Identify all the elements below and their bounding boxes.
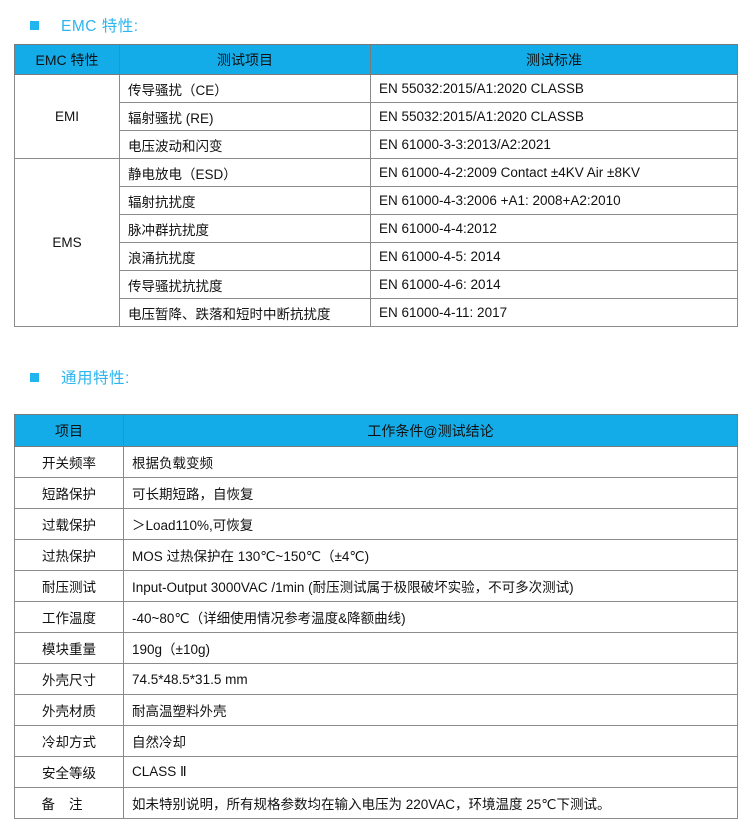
spec-key: 模块重量 (14, 632, 124, 664)
table-row: EMI 传导骚扰（CE） EN 55032:2015/A1:2020 CLASS… (14, 74, 738, 159)
table-row: 短路保护 可长期短路，自恢复 (14, 477, 738, 509)
spec-key: 过热保护 (14, 539, 124, 571)
spec-value: 74.5*48.5*31.5 mm (123, 663, 738, 695)
section-heading-general: 通用特性: (0, 364, 130, 390)
spec-value: CLASS Ⅱ (123, 756, 738, 788)
spec-key: 外壳材质 (14, 694, 124, 726)
table-row: 电压波动和闪变 EN 61000-3-3:2013/A2:2021 (15, 130, 738, 159)
table-row: 浪涌抗扰度 EN 61000-4-5: 2014 (15, 242, 738, 271)
spec-key: 安全等级 (14, 756, 124, 788)
test-item: 辐射抗扰度 (119, 186, 371, 215)
square-bullet-icon (30, 372, 39, 382)
table-row: 冷却方式 自然冷却 (14, 725, 738, 757)
spec-value: ＞Load110%,可恢复 (123, 508, 738, 540)
spec-value: -40~80℃（详细使用情况参考温度&降额曲线) (123, 601, 738, 633)
spec-value: 耐高温塑料外壳 (123, 694, 738, 726)
test-item: 浪涌抗扰度 (119, 242, 371, 271)
table-row: 耐压测试 Input-Output 3000VAC /1min (耐压测试属于极… (14, 570, 738, 602)
test-item: 传导骚扰（CE） (119, 74, 371, 103)
square-bullet-icon (30, 20, 39, 30)
column-header-test-item: 测试项目 (119, 44, 371, 75)
test-standard: EN 55032:2015/A1:2020 CLASSB (370, 74, 738, 103)
emc-characteristics-table: EMC 特性 测试项目 测试标准 EMI 传导骚扰（CE） EN 55032:2… (14, 44, 738, 327)
test-item: 电压暂降、跌落和短时中断抗扰度 (119, 298, 371, 327)
test-standard: EN 61000-4-11: 2017 (370, 298, 738, 327)
group-label-ems: EMS (14, 158, 120, 327)
table-row: 脉冲群抗扰度 EN 61000-4-4:2012 (15, 214, 738, 243)
section-title-general: 通用特性: (61, 370, 130, 387)
table-row: 传导骚扰抗扰度 EN 61000-4-6: 2014 (15, 270, 738, 299)
spec-value: Input-Output 3000VAC /1min (耐压测试属于极限破坏实验… (123, 570, 738, 602)
spec-key: 开关频率 (14, 446, 124, 478)
test-item: 静电放电（ESD） (119, 158, 371, 187)
test-standard: EN 61000-4-4:2012 (370, 214, 738, 243)
table-row: 外壳材质 耐高温塑料外壳 (14, 694, 738, 726)
table-row: 开关频率 根据负载变频 (14, 446, 738, 478)
section-heading-emc: EMC 特性: (0, 12, 139, 38)
test-item: 电压波动和闪变 (119, 130, 371, 159)
table-row: 辐射骚扰 (RE) EN 55032:2015/A1:2020 CLASSB (15, 102, 738, 131)
spec-value: 自然冷却 (123, 725, 738, 757)
table-row: 工作温度 -40~80℃（详细使用情况参考温度&降额曲线) (14, 601, 738, 633)
column-header-category: EMC 特性 (14, 44, 120, 75)
test-standard: EN 61000-4-5: 2014 (370, 242, 738, 271)
spec-key: 过载保护 (14, 508, 124, 540)
table-row: 过载保护 ＞Load110%,可恢复 (14, 508, 738, 540)
test-standard: EN 61000-4-2:2009 Contact ±4KV Air ±8KV (370, 158, 738, 187)
table-row: 辐射抗扰度 EN 61000-4-3:2006 +A1: 2008+A2:201… (15, 186, 738, 215)
specification-page: EMC 特性: EMC 特性 测试项目 测试标准 EMI 传导骚扰（CE） EN… (0, 12, 738, 819)
test-standard: EN 55032:2015/A1:2020 CLASSB (370, 102, 738, 131)
spec-key: 短路保护 (14, 477, 124, 509)
table-row: 电压暂降、跌落和短时中断抗扰度 EN 61000-4-11: 2017 (15, 298, 738, 327)
spec-key-remark: 备注 (14, 787, 124, 819)
table-header-row: EMC 特性 测试项目 测试标准 (14, 44, 738, 75)
spec-key: 工作温度 (14, 601, 124, 633)
table-row: 备注 如未特别说明，所有规格参数均在输入电压为 220VAC，环境温度 25℃下… (14, 787, 738, 819)
spec-value: 190g（±10g) (123, 632, 738, 664)
spec-value: 根据负载变频 (123, 446, 738, 478)
general-characteristics-table: 项目 工作条件@测试结论 开关频率 根据负载变频 短路保护 可长期短路，自恢复 … (14, 414, 738, 819)
test-standard: EN 61000-4-3:2006 +A1: 2008+A2:2010 (370, 186, 738, 215)
table-header-row: 项目 工作条件@测试结论 (14, 414, 738, 447)
spec-key: 外壳尺寸 (14, 663, 124, 695)
column-header-test-standard: 测试标准 (370, 44, 738, 75)
column-header-condition: 工作条件@测试结论 (123, 414, 738, 447)
spec-value: 可长期短路，自恢复 (123, 477, 738, 509)
spec-value-remark: 如未特别说明，所有规格参数均在输入电压为 220VAC，环境温度 25℃下测试。 (123, 787, 738, 819)
table-row: 过热保护 MOS 过热保护在 130℃~150℃（±4℃) (14, 539, 738, 571)
table-row: 外壳尺寸 74.5*48.5*31.5 mm (14, 663, 738, 695)
table-row: EMS 静电放电（ESD） EN 61000-4-2:2009 Contact … (14, 158, 738, 327)
table-row: 安全等级 CLASS Ⅱ (14, 756, 738, 788)
table-row: 模块重量 190g（±10g) (14, 632, 738, 664)
test-standard: EN 61000-4-6: 2014 (370, 270, 738, 299)
column-header-item: 项目 (14, 414, 124, 447)
group-label-emi: EMI (14, 74, 120, 159)
spec-key: 冷却方式 (14, 725, 124, 757)
test-standard: EN 61000-3-3:2013/A2:2021 (370, 130, 738, 159)
spec-key: 耐压测试 (14, 570, 124, 602)
test-item: 辐射骚扰 (RE) (119, 102, 371, 131)
section-title-emc: EMC 特性: (61, 18, 139, 35)
test-item: 传导骚扰抗扰度 (119, 270, 371, 299)
spec-value: MOS 过热保护在 130℃~150℃（±4℃) (123, 539, 738, 571)
test-item: 脉冲群抗扰度 (119, 214, 371, 243)
